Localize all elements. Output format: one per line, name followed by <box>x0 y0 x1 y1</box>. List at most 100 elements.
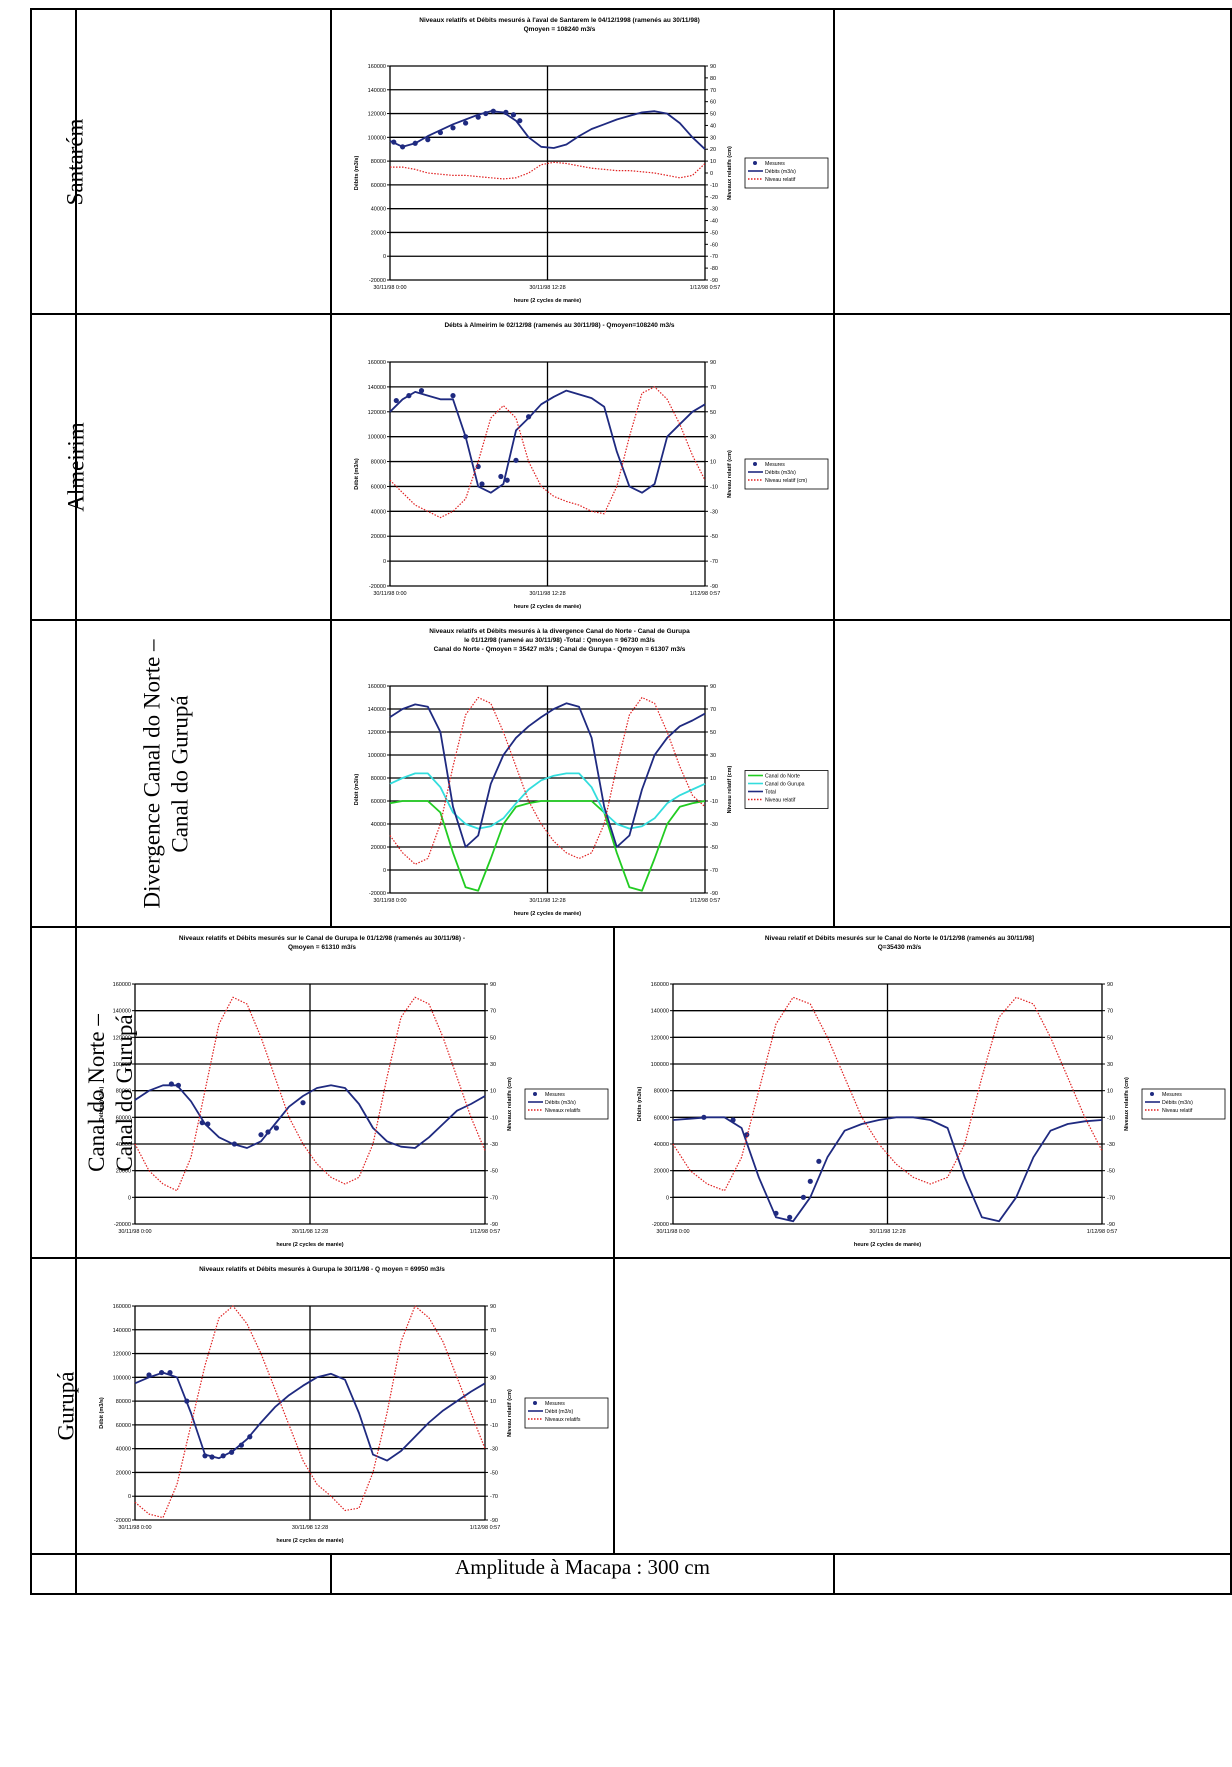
y-tick-label: 20000 <box>371 534 386 540</box>
y2-tick-label: 30 <box>710 135 716 141</box>
data-point <box>475 463 481 470</box>
chart-title: Niveaux relatifs et Débits mesurés à l'a… <box>419 17 699 24</box>
y-tick-label: 120000 <box>651 1035 669 1041</box>
legend-entry: Niveau relatif <box>765 177 796 183</box>
y2-tick-label: 80 <box>710 76 716 82</box>
y2-tick-label: 0 <box>710 171 713 177</box>
y-tick-label: 80000 <box>116 1399 131 1405</box>
chart-title: Débts à Almeirim le 02/12/98 (ramenés au… <box>444 322 674 329</box>
y-tick-label: 100000 <box>368 753 386 759</box>
y-tick-label: 100000 <box>368 135 386 141</box>
y2-tick-label: -90 <box>710 891 718 897</box>
series-line <box>389 772 706 830</box>
y2-tick-label: -70 <box>1107 1195 1115 1201</box>
y2-tick-label: 10 <box>710 776 716 782</box>
series-line <box>389 696 706 865</box>
y2-axis-label: Niveaux relatifs (cm) <box>507 1077 513 1131</box>
y2-tick-label: -30 <box>490 1142 498 1148</box>
data-point <box>510 112 517 118</box>
y-tick-label: 160000 <box>368 684 386 690</box>
series-line <box>389 110 706 150</box>
row-label-gurupa: Gurupá <box>30 1257 79 1555</box>
y-axis-label: Débits (m3/s) <box>99 1087 105 1122</box>
y2-axis-label: Niveau relatif (cm) <box>727 450 733 498</box>
y2-tick-label: 90 <box>710 684 716 690</box>
chart-title: Q=35430 m3/s <box>878 944 922 951</box>
y-tick-label: 40000 <box>654 1142 669 1148</box>
legend-swatch <box>533 1401 537 1405</box>
x-axis-label: heure (2 cycles de marée) <box>276 1538 343 1544</box>
empty-cell <box>75 1553 332 1595</box>
data-point <box>175 1082 181 1088</box>
chart-title: Niveaux relatifs et Débits mesurés à la … <box>429 628 690 635</box>
y-tick-label: 20000 <box>116 1169 131 1175</box>
series-line <box>134 1371 486 1462</box>
y2-tick-label: -90 <box>1107 1222 1115 1228</box>
empty-cell <box>30 1553 77 1595</box>
y-tick-label: 20000 <box>371 845 386 851</box>
y-tick-label: 120000 <box>113 1352 131 1358</box>
empty-cell <box>833 313 1232 621</box>
data-point <box>490 108 496 114</box>
chart-norte-canal: Niveau relatif et Débits mesurés sur le … <box>637 935 1226 1248</box>
data-point <box>526 414 532 420</box>
data-point <box>418 388 425 394</box>
data-point <box>400 144 406 150</box>
empty-cell <box>613 1257 1232 1555</box>
empty-cell <box>75 8 332 315</box>
series-line <box>134 1084 486 1149</box>
y-tick-label: 80000 <box>371 776 386 782</box>
y2-tick-label: 10 <box>1107 1089 1113 1095</box>
legend-entry: Total <box>765 790 776 796</box>
y2-tick-label: -10 <box>710 799 718 805</box>
y2-tick-label: 30 <box>1107 1062 1113 1068</box>
legend-box <box>744 770 829 809</box>
y2-tick-label: 90 <box>710 64 716 70</box>
legend-entry: Niveaux relatifs <box>545 1417 581 1423</box>
chart-title: Niveaux relatifs et Débits mesurés à Gur… <box>199 1266 445 1273</box>
data-point <box>238 1442 244 1448</box>
legend-entry: Débits (m3/s) <box>545 1100 576 1106</box>
y-tick-label: -20000 <box>114 1222 131 1228</box>
y-tick-label: 0 <box>128 1195 131 1201</box>
data-point <box>773 1210 779 1216</box>
y-tick-label: 140000 <box>113 1328 131 1334</box>
x-tick-label: 30/11/98 12:28 <box>529 285 565 291</box>
y2-tick-label: -50 <box>490 1169 498 1175</box>
y2-tick-label: -90 <box>710 278 718 284</box>
y2-tick-label: -70 <box>710 254 718 260</box>
x-tick-label: 1/12/98 0:57 <box>690 898 721 904</box>
y2-tick-label: -30 <box>710 509 718 515</box>
data-point <box>787 1214 793 1220</box>
y-tick-label: 160000 <box>113 1304 131 1310</box>
legend-box <box>524 1397 609 1429</box>
y2-tick-label: 70 <box>490 1328 496 1334</box>
series-line <box>672 1116 1103 1223</box>
y-tick-label: 60000 <box>654 1115 669 1121</box>
x-tick-label: 30/11/98 12:28 <box>292 1229 328 1235</box>
row-label-line: Gurupá <box>53 1371 79 1441</box>
y2-tick-label: -30 <box>710 207 718 213</box>
data-point <box>450 125 456 131</box>
legend-entry: Niveau relatif <box>765 798 796 804</box>
data-point <box>412 140 418 146</box>
y2-tick-label: 10 <box>710 460 716 466</box>
y-tick-label: 100000 <box>368 435 386 441</box>
x-tick-label: 30/11/98 0:00 <box>656 1229 689 1235</box>
y2-tick-label: 30 <box>490 1062 496 1068</box>
y-tick-label: 60000 <box>371 799 386 805</box>
data-point <box>229 1449 235 1455</box>
data-point <box>184 1398 190 1404</box>
row-almeirim: Almeirim Débts à Almeirim le 02/12/98 (r… <box>30 313 1232 621</box>
series-line <box>134 1305 486 1519</box>
y2-tick-label: 70 <box>710 707 716 713</box>
x-tick-label: 30/11/98 0:00 <box>118 1525 151 1531</box>
chart-cell-divergence: Niveaux relatifs et Débits mesurés à la … <box>330 619 835 928</box>
data-point <box>513 457 519 463</box>
data-point <box>463 120 469 126</box>
row-canaux: Canal do Norte – Canal do Gurupá Niveaux … <box>30 926 1232 1259</box>
y-tick-label: 80000 <box>116 1089 131 1095</box>
data-point <box>504 477 510 483</box>
legend-swatch <box>753 462 757 466</box>
x-tick-label: 30/11/98 12:28 <box>529 898 565 904</box>
